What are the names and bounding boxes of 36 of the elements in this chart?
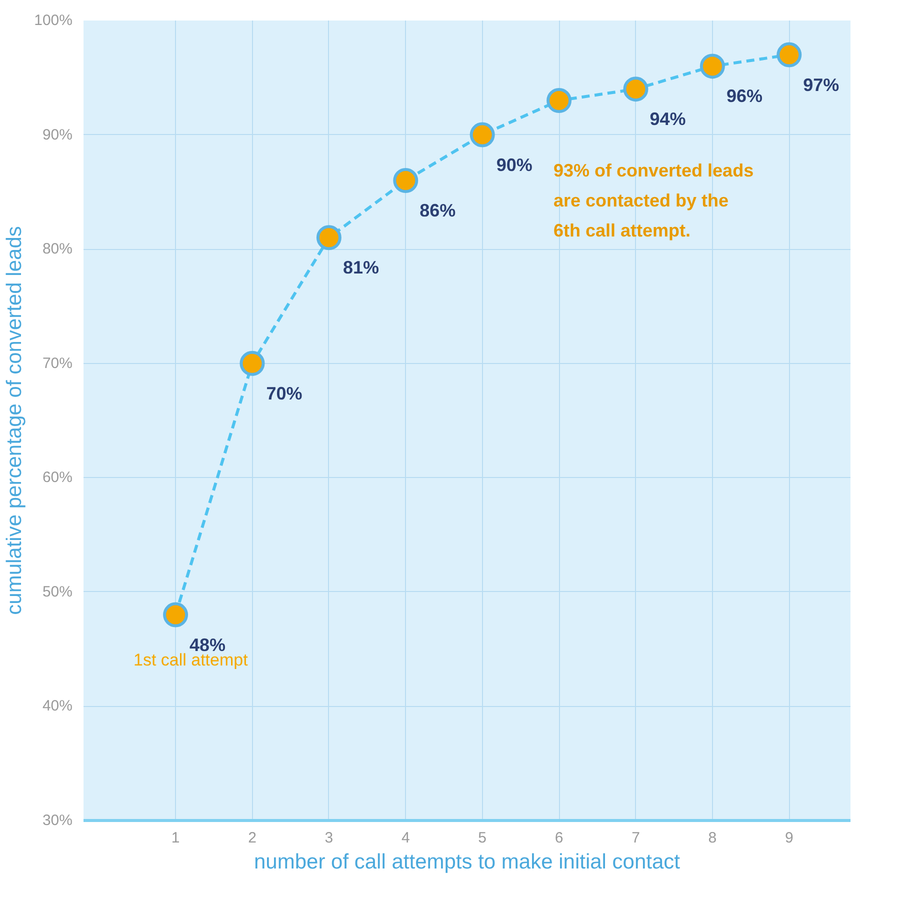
x-tick-label: 4 [401,830,410,846]
data-label: 70% [266,383,302,404]
x-tick-label: 5 [478,830,487,846]
x-tick-label: 2 [248,830,256,846]
y-tick-label: 40% [42,698,73,715]
point [240,350,265,376]
annotation: 93% of converted leads are contacted by the 6th call attempt. [554,160,754,240]
data-label: 97% [803,74,840,95]
data-label: 90% [496,154,532,175]
point [470,122,495,148]
point [776,42,802,68]
point [700,54,725,79]
point [393,168,418,193]
data-label: 94% [650,109,686,130]
y-tick-label: 90% [42,126,73,144]
x-tick-label: 1 [171,830,180,846]
point [163,602,188,628]
x-tick-label: 3 [324,830,334,846]
data-label: 86% [420,200,456,220]
point [546,88,572,113]
y-axis-title: cumulative percentage of converted leads [3,226,26,615]
x-tick-label: 9 [784,830,794,846]
x-axis-title: number of call attempts to make initial contact [254,850,680,874]
data-label: 81% [342,258,379,278]
y-tick-label: 100% [34,12,73,29]
x-tick-label: 8 [708,830,717,846]
y-tick-label: 80% [42,240,73,258]
y-tick-label: 50% [42,583,73,600]
data-label: 96% [726,86,762,106]
point [623,76,648,102]
x-tick-label: 7 [632,830,640,846]
y-tick-label: 30% [42,812,73,829]
y-tick-label: 70% [42,354,73,372]
y-tick-label: 60% [42,469,73,486]
x-tick-label: 6 [554,830,564,846]
point [316,225,342,250]
